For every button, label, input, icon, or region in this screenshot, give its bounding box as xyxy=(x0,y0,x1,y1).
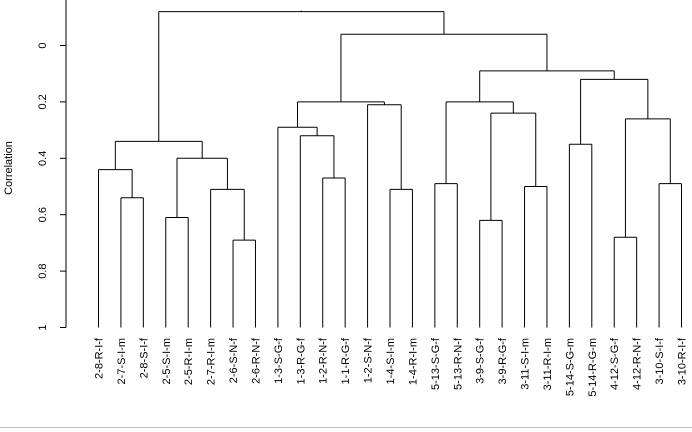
leaf-label: 3-11-R-I-m xyxy=(542,338,554,390)
leaf-label: 2-7-S-I-m xyxy=(116,338,128,384)
y-tick-label: 0.6 xyxy=(37,207,49,222)
y-tick-label: 1 xyxy=(37,324,49,330)
leaf-label: 2-6-R-N-f xyxy=(250,337,262,384)
leaf-label: 3-10-R-I-f xyxy=(677,337,689,385)
leaf-label: 3-9-R-G-f xyxy=(497,337,509,384)
leaf-label: 4-12-S-G-f xyxy=(609,337,621,390)
y-tick-label: 0 xyxy=(37,42,49,48)
leaf-label: 3-10-S-I-f xyxy=(654,337,666,384)
leaf-label: 2-8-S-I-f xyxy=(138,337,150,378)
y-axis-title: Correlation xyxy=(3,141,15,195)
leaf-label: 1-4-R-I-m xyxy=(407,338,419,385)
leaf-label: 2-8-R-I-f xyxy=(94,337,106,379)
leaf-label: 1-3-R-G-f xyxy=(295,337,307,384)
leaf-label: 1-2-R-N-f xyxy=(318,337,330,384)
leaf-labels: 2-8-R-I-f 2-7-S-I-m 2-8-S-I-f 2-5-S-I-m 2-5-… xyxy=(94,337,689,397)
leaf-label: 1-2-S-N-f xyxy=(363,337,375,383)
leaf-label: 2-6-S-N-f xyxy=(228,337,240,383)
leaf-label: 3-9-S-G-f xyxy=(475,337,487,384)
leaf-label: 5-13-S-G-f xyxy=(430,337,442,390)
leaf-label: 5-14-S-G-m xyxy=(564,338,576,396)
leaf-label: 1-4-S-I-m xyxy=(385,338,397,384)
leaf-label: 2-7-R-I-m xyxy=(206,338,218,385)
y-tick-label: 0.8 xyxy=(37,263,49,278)
dendrogram-tree xyxy=(98,10,682,328)
leaf-label: 5-14-R-G-m xyxy=(587,338,599,397)
y-tick-label: 0.4 xyxy=(37,151,49,166)
leaf-label: 1-1-R-G-f xyxy=(340,337,352,384)
y-axis: 0 0.2 0.4 0.6 0.8 1 xyxy=(37,0,67,331)
leaf-label: 1-3-S-G-f xyxy=(273,337,285,384)
leaf-label: 2-5-S-I-m xyxy=(161,338,173,384)
leaf-label: 2-5-R-I-m xyxy=(183,338,195,385)
leaf-label: 4-12-R-N-f xyxy=(632,337,644,390)
leaf-label: 5-13-R-N-f xyxy=(452,337,464,390)
y-tick-label: 0.2 xyxy=(37,94,49,109)
leaf-label: 3-11-S-I-m xyxy=(520,338,532,390)
